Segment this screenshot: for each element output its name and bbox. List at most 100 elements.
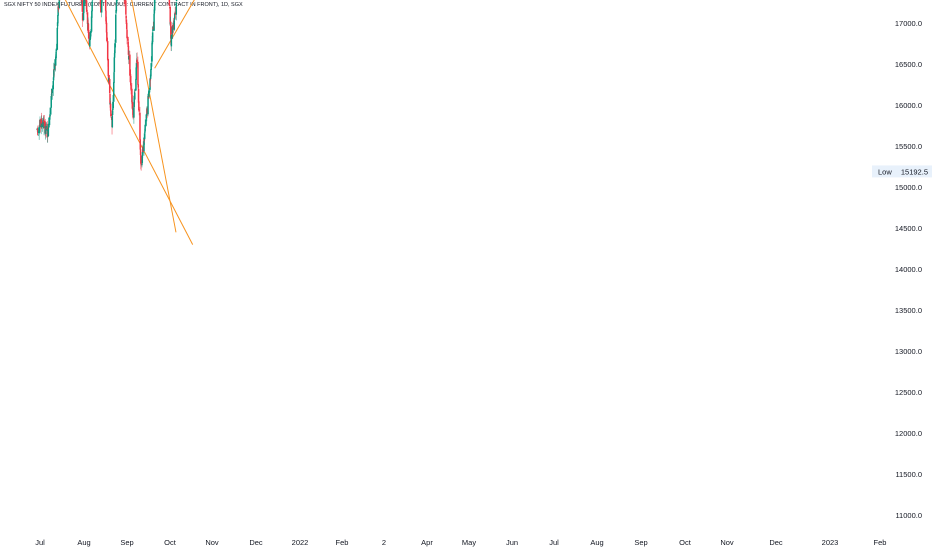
candle-body [143,138,146,141]
candle-body [107,59,110,77]
candle-body [126,29,128,39]
candle-body [51,89,54,94]
candle-body [100,1,103,13]
candle-body [39,119,42,127]
candle-body [81,0,84,12]
candle-body [168,0,171,6]
candle-body [105,10,107,22]
x-tick-label: 2022 [292,538,309,547]
candle-body [112,101,114,111]
candle-body [57,6,59,16]
candle-body [47,123,50,137]
candle-body [145,119,147,126]
candle-body [83,0,86,2]
candle-body [139,149,142,156]
candle-body [148,91,150,98]
candle-body [52,77,55,81]
candle-body [115,14,117,43]
candle-body [81,0,83,2]
candle-body [149,78,152,81]
candle-body [153,0,156,11]
candle-body [113,57,116,73]
candle-body [57,15,59,24]
x-tick-label: 2023 [822,538,839,547]
candle-body [150,69,152,76]
candle-body [131,101,134,110]
candle-body [170,34,173,47]
candle-body [55,48,58,52]
x-tick-label: Aug [77,538,90,547]
candle-body [133,95,135,108]
candle-body [53,63,56,70]
candle-body [111,115,114,128]
candle-body [108,78,110,81]
x-tick-label: May [462,538,476,547]
x-tick-label: Aug [590,538,603,547]
candle-body [140,155,142,164]
candle-body [40,125,42,128]
candle-body [113,82,115,102]
candle-body [111,110,114,116]
candle-body [143,137,145,152]
candle-body [83,0,85,14]
candle-body [125,15,127,19]
x-tick-label: Dec [249,538,263,547]
candle-body [151,42,153,62]
candle-body [104,0,107,11]
candle-body [137,61,139,85]
x-tick-label: Jul [35,538,45,547]
candle-body [89,35,92,39]
y-tick-label: 12500.0 [895,388,922,397]
candle-body [43,121,45,129]
x-tick-label: Oct [679,538,692,547]
candle-body [105,20,108,25]
x-tick-label: 2 [382,538,386,547]
candle-body [52,80,55,90]
x-tick-label: Jun [506,538,518,547]
candle-body [124,0,126,2]
candle-body [135,78,137,91]
candle-body [135,67,137,80]
candle-body [174,12,177,14]
candle-body [125,0,127,15]
candle-body [54,59,57,66]
candle-body [141,164,143,166]
candle-body [43,120,46,122]
candle-body [100,5,102,13]
candle-body [173,17,176,20]
y-tick-label: 12000.0 [895,429,922,438]
candle-body [148,90,150,93]
candle-body [137,88,140,103]
low-label: Low [878,167,892,176]
y-tick-label: 15500.0 [895,142,922,151]
x-tick-label: Jul [549,538,559,547]
candle-body [110,110,112,117]
candle-body [101,0,103,2]
candle-body [38,126,41,133]
candle-body [89,39,91,47]
candle-body [128,56,130,60]
candle-body [131,88,133,103]
candle-body [144,131,146,133]
candle-body [153,9,156,14]
candle-body [138,101,140,111]
low-value: 15192.5 [901,167,928,176]
candle-body [48,117,51,126]
candle-body [175,0,178,2]
candle-body [140,162,142,166]
x-tick-label: Dec [769,538,783,547]
candle-body [151,40,154,45]
candle-body [89,38,91,40]
y-tick-label: 14500.0 [895,224,922,233]
y-tick-label: 15000.0 [895,183,922,192]
candle-body [53,69,55,71]
candle-body [151,32,154,43]
candle-body [139,139,142,150]
candle-body [44,129,47,135]
y-tick-label: 11000.0 [895,511,922,520]
candle-body [125,22,128,30]
candle-body [108,78,111,94]
candle-body [141,151,144,156]
candle-body [114,43,116,54]
